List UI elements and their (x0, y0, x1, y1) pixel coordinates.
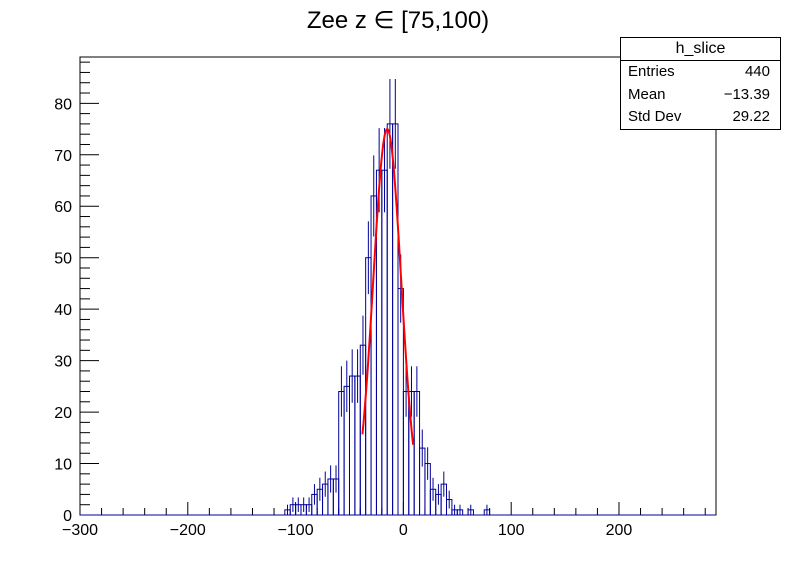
y-tick-label: 40 (54, 302, 72, 319)
stats-row-stddev: Std Dev 29.22 (621, 106, 780, 129)
histogram-bin (386, 123, 394, 516)
y-tick-label: 60 (54, 199, 72, 216)
y-tick-label: 0 (63, 508, 72, 525)
x-tick-label: 100 (498, 522, 525, 539)
y-tick-label: 20 (54, 405, 72, 422)
stats-row-mean: Mean −13.39 (621, 84, 780, 107)
y-tick-label: 30 (54, 354, 72, 371)
x-tick-label: 200 (606, 522, 633, 539)
stats-label: Entries (628, 63, 675, 80)
stats-value: 29.22 (732, 108, 770, 125)
y-tick-label: 70 (54, 148, 72, 165)
x-tick-label: −100 (278, 522, 314, 539)
gaussian-fit-curve (361, 127, 415, 445)
histogram-bin (381, 169, 388, 516)
y-tick-label: 10 (54, 457, 72, 474)
stats-label: Mean (628, 85, 666, 103)
x-tick-label: −200 (170, 522, 206, 539)
stats-label: Std Dev (628, 108, 682, 125)
y-tick-label: 50 (54, 251, 72, 268)
chart-title: Zee z ∈ [75,100) (306, 7, 490, 34)
x-tick-label: −300 (62, 522, 98, 539)
y-tick-label: 80 (54, 96, 72, 113)
stats-box-title: h_slice (621, 38, 780, 61)
stats-row-entries: Entries 440 (621, 61, 780, 84)
stats-value: 440 (744, 63, 770, 80)
stats-value: −13.39 (723, 85, 770, 103)
stats-box: h_slice Entries 440 Mean −13.39 Std Dev … (620, 37, 781, 130)
x-tick-label: 0 (399, 522, 408, 539)
